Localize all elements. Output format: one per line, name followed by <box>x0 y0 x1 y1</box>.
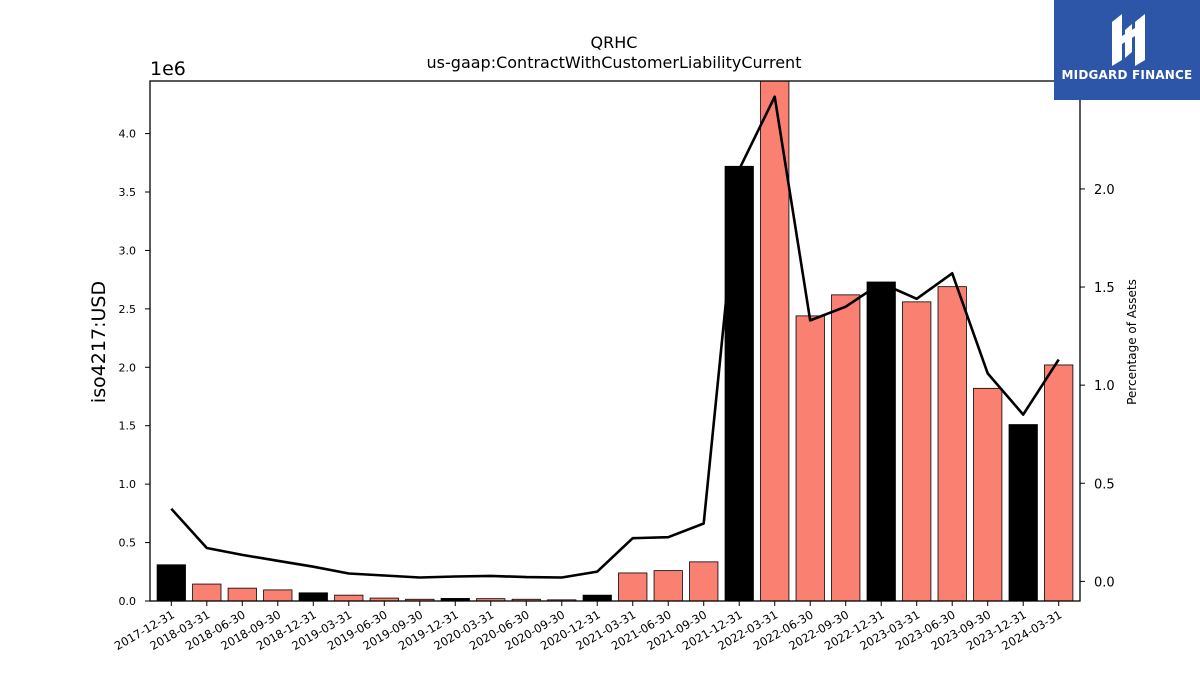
bar-2019-03-31 <box>334 594 364 601</box>
bar-2021-06-30 <box>653 570 683 601</box>
midgard-finance-logo: MIDGARD FINANCE <box>1054 0 1200 100</box>
bar-2018-09-30 <box>263 589 293 601</box>
bar-2018-06-30 <box>227 587 257 601</box>
chart-title: QRHC <box>591 33 638 52</box>
bar-2021-03-31 <box>618 572 648 601</box>
line-group <box>170 95 1060 579</box>
bar-2023-12-31 <box>1008 424 1038 601</box>
bar-2023-03-31 <box>902 301 932 601</box>
y-tick-label: 4.0 <box>119 128 137 141</box>
bar-2022-12-31 <box>866 281 896 601</box>
bar-2020-12-31 <box>582 594 612 601</box>
y-offset-label: 1e6 <box>150 58 186 80</box>
axes <box>149 80 1081 602</box>
y-tick-label: 3.0 <box>119 244 137 257</box>
logo-text: MIDGARD FINANCE <box>1061 68 1193 82</box>
bar-2022-03-31 <box>760 81 790 601</box>
y2-tick-label: 1.0 <box>1094 379 1115 394</box>
percentage-of-assets-line <box>170 95 1060 579</box>
bar-2019-06-30 <box>369 597 399 601</box>
y-tick-label: 1.5 <box>119 420 137 433</box>
bar-2024-03-31 <box>1044 364 1074 601</box>
y2-tick-label: 0.5 <box>1094 477 1115 492</box>
bar-group <box>156 81 1074 601</box>
chart-subtitle: us-gaap:ContractWithCustomerLiabilityCur… <box>427 53 802 72</box>
bar-2020-06-30 <box>511 598 541 601</box>
y-tick-label: 3.5 <box>119 186 137 199</box>
y-tick-label: 1.0 <box>119 478 137 491</box>
bar-2018-03-31 <box>192 583 222 601</box>
bar-2022-06-30 <box>795 315 825 601</box>
bars-clip <box>156 81 1074 601</box>
plot-frame <box>149 80 1081 602</box>
y-tick-label: 0.5 <box>119 537 137 550</box>
bar-2022-09-30 <box>831 294 861 601</box>
bar-2021-12-31 <box>724 165 754 601</box>
bar-2018-12-31 <box>298 592 328 601</box>
y2-axis-label: Percentage of Assets <box>1125 279 1139 405</box>
bar-2017-12-31 <box>156 564 186 601</box>
y2-tick-label: 1.5 <box>1094 281 1115 296</box>
y2-tick-label: 0.0 <box>1094 575 1115 590</box>
bar-2023-06-30 <box>937 286 967 601</box>
bar-2023-09-30 <box>973 387 1003 601</box>
y2-tick-label: 2.0 <box>1094 183 1115 198</box>
y-tick-label: 0.0 <box>119 595 137 608</box>
bar-2021-09-30 <box>689 561 719 601</box>
y-tick-label: 2.0 <box>119 361 137 374</box>
bar-2019-09-30 <box>405 598 435 601</box>
y-tick-label: 2.5 <box>119 303 137 316</box>
y-axis-label: iso4217:USD <box>88 281 110 403</box>
midgard-logo-icon <box>1112 14 1145 66</box>
